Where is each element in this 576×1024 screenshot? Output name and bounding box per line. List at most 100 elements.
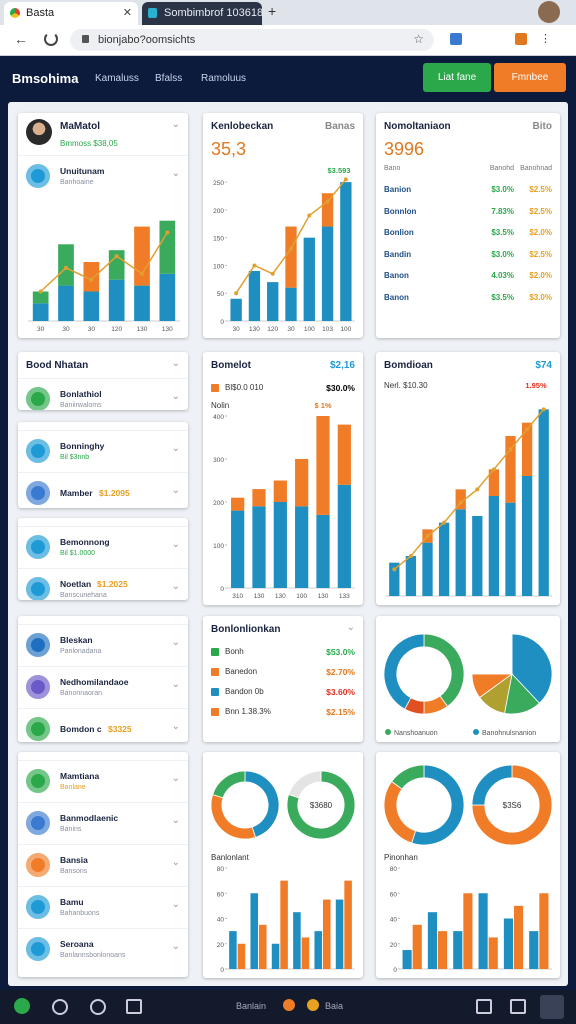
expand-toggle[interactable]: ⌄ bbox=[171, 485, 180, 496]
extension-icon[interactable] bbox=[450, 33, 462, 45]
donut-segment bbox=[423, 633, 465, 707]
expand-toggle[interactable]: ⌄ bbox=[171, 539, 180, 550]
notification-button[interactable] bbox=[540, 995, 564, 1019]
list-item[interactable]: Bemonnong Bil $1.0000 ⌄ bbox=[18, 526, 188, 569]
list-item[interactable]: Unuitunam Banhoaine ⌄ bbox=[18, 155, 188, 198]
collapse-toggle[interactable]: ⌄ bbox=[171, 119, 180, 130]
chart-label: Pinonhan bbox=[384, 853, 418, 862]
panel: Bood Nhatan ⌄ Bonlathiol Baniirwaloms ⌄ bbox=[18, 352, 188, 410]
expand-toggle[interactable]: ⌄ bbox=[171, 899, 180, 910]
item-label: Mamtiana bbox=[60, 771, 100, 781]
expand-toggle[interactable]: ⌄ bbox=[171, 679, 180, 690]
bar bbox=[229, 931, 237, 969]
back-button[interactable]: ← bbox=[14, 31, 28, 47]
expand-toggle[interactable]: ⌄ bbox=[171, 941, 180, 952]
taskbar-icon[interactable] bbox=[307, 999, 319, 1011]
list-item[interactable]: Bleskan Panlonadana ⌄ bbox=[18, 624, 188, 667]
chart: 0 50 100 150 200 250 30 130 120 30 100 103 100 $3.593 bbox=[213, 166, 355, 333]
address-bar[interactable]: bionjabo?oomsichts ☆ bbox=[70, 29, 434, 51]
y-tick-label: 200 bbox=[213, 208, 224, 215]
nav-link[interactable]: Bfalss bbox=[155, 73, 183, 84]
list-item[interactable]: Bonninghy Bil $3nnb ⌄ bbox=[18, 430, 188, 473]
bar bbox=[427, 912, 437, 969]
expand-toggle[interactable]: ⌄ bbox=[171, 857, 180, 868]
list-item[interactable]: Mamber $1.2095 ⌄ bbox=[18, 472, 188, 508]
close-tab[interactable]: ✕ bbox=[122, 7, 132, 19]
row-label: Banon bbox=[384, 271, 409, 280]
bar bbox=[335, 899, 344, 969]
nav-link[interactable]: Ramoluus bbox=[201, 73, 247, 84]
bar bbox=[455, 489, 466, 510]
new-tab[interactable]: + bbox=[268, 3, 277, 19]
list-item[interactable]: Mamtiana Banlane ⌄ bbox=[18, 760, 188, 803]
taskbar-icon[interactable] bbox=[126, 999, 142, 1014]
menu-button[interactable]: ⋮ bbox=[540, 33, 551, 45]
legend-swatch bbox=[473, 729, 479, 735]
expand-toggle[interactable]: ⌄ bbox=[171, 721, 180, 732]
bar bbox=[323, 899, 331, 969]
item-sub: Banlane bbox=[60, 784, 86, 791]
expand-toggle[interactable]: ⌄ bbox=[171, 581, 180, 592]
taskbar-icon[interactable] bbox=[90, 999, 106, 1015]
bar bbox=[521, 422, 533, 476]
panel: Bomdioan $74 Nerl. $10.30 1.95% bbox=[376, 352, 560, 605]
button[interactable]: Liat fane bbox=[423, 63, 491, 92]
expand-toggle[interactable]: ⌄ bbox=[171, 815, 180, 826]
panel: Bonninghy Bil $3nnb ⌄ Mamber $1.2095 ⌄ bbox=[18, 422, 188, 508]
list-item[interactable]: Bomdon c $3325 ⌄ bbox=[18, 708, 188, 742]
list-item[interactable]: Bamu Bahanbuons ⌄ bbox=[18, 886, 188, 929]
x-tick-label: 103 bbox=[322, 326, 333, 333]
list-item[interactable]: Bansia Bansons ⌄ bbox=[18, 844, 188, 887]
x-tick-label: 130 bbox=[318, 593, 329, 600]
tab[interactable]: Basta ✕ bbox=[4, 2, 138, 25]
bar bbox=[285, 226, 297, 288]
list-item[interactable]: Noetlan $1.2025 Banscunehana ⌄ bbox=[18, 568, 188, 600]
taskbar-icon[interactable] bbox=[283, 999, 295, 1011]
item-icon bbox=[26, 853, 50, 877]
item-sub: Bil $1.0000 bbox=[60, 550, 96, 557]
bar bbox=[344, 880, 352, 969]
favicon bbox=[148, 8, 157, 18]
tab[interactable]: Sombimbrof 103618 bbox=[142, 2, 263, 25]
expand-toggle[interactable]: ⌄ bbox=[171, 637, 180, 648]
brand[interactable]: Bmsohima bbox=[12, 71, 79, 86]
list-item[interactable]: Nedhomilandaoe Banonnaoran ⌄ bbox=[18, 666, 188, 709]
list-item[interactable]: Banmodlaenic Banins ⌄ bbox=[18, 802, 188, 845]
button[interactable]: Fmnbee bbox=[494, 63, 566, 92]
taskbar-app[interactable]: Baia bbox=[325, 1001, 344, 1011]
extension-icon[interactable] bbox=[515, 33, 527, 45]
row-label: Bonnlon bbox=[384, 206, 417, 216]
bar bbox=[285, 287, 297, 321]
panel: Nomoltaniaon Bito 3996 Bano Banohd Banohnad Ba… bbox=[376, 113, 560, 338]
expand-toggle[interactable]: ⌄ bbox=[171, 391, 180, 402]
list-item[interactable]: Bonlathiol Baniirwaloms ⌄ bbox=[18, 378, 188, 410]
donut-segment bbox=[411, 764, 465, 846]
expand-toggle[interactable]: ⌄ bbox=[171, 168, 180, 179]
line-point bbox=[38, 289, 43, 294]
profile-avatar[interactable] bbox=[538, 1, 560, 23]
nav-link[interactable]: Kamaluss bbox=[95, 73, 139, 84]
bar bbox=[389, 562, 400, 596]
y-tick-label: 20 bbox=[390, 942, 398, 949]
x-tick-label: 130 bbox=[137, 326, 148, 333]
favicon bbox=[10, 8, 20, 18]
taskbar-icon[interactable] bbox=[476, 999, 492, 1014]
expand-toggle[interactable]: ⌄ bbox=[171, 773, 180, 784]
bookmark-star[interactable]: ☆ bbox=[413, 32, 424, 46]
list-item[interactable]: Seroana Banlannsbonlonoans ⌄ bbox=[18, 928, 188, 971]
start-button[interactable] bbox=[14, 998, 30, 1014]
expand-toggle[interactable]: ⌄ bbox=[171, 443, 180, 454]
x-tick-label: 310 bbox=[232, 593, 243, 600]
taskbar-icon[interactable] bbox=[510, 999, 526, 1014]
legend-swatch bbox=[385, 729, 391, 735]
bar bbox=[321, 193, 334, 227]
avatar[interactable] bbox=[26, 119, 52, 145]
item-value: $2.15% bbox=[326, 707, 355, 717]
collapse-toggle[interactable]: ⌄ bbox=[171, 358, 180, 369]
reload-button[interactable] bbox=[44, 32, 58, 46]
collapse-toggle[interactable]: ⌄ bbox=[346, 622, 355, 633]
bar bbox=[108, 250, 125, 280]
item-icon bbox=[26, 535, 50, 559]
bar bbox=[539, 893, 549, 969]
taskbar-icon[interactable] bbox=[52, 999, 68, 1015]
